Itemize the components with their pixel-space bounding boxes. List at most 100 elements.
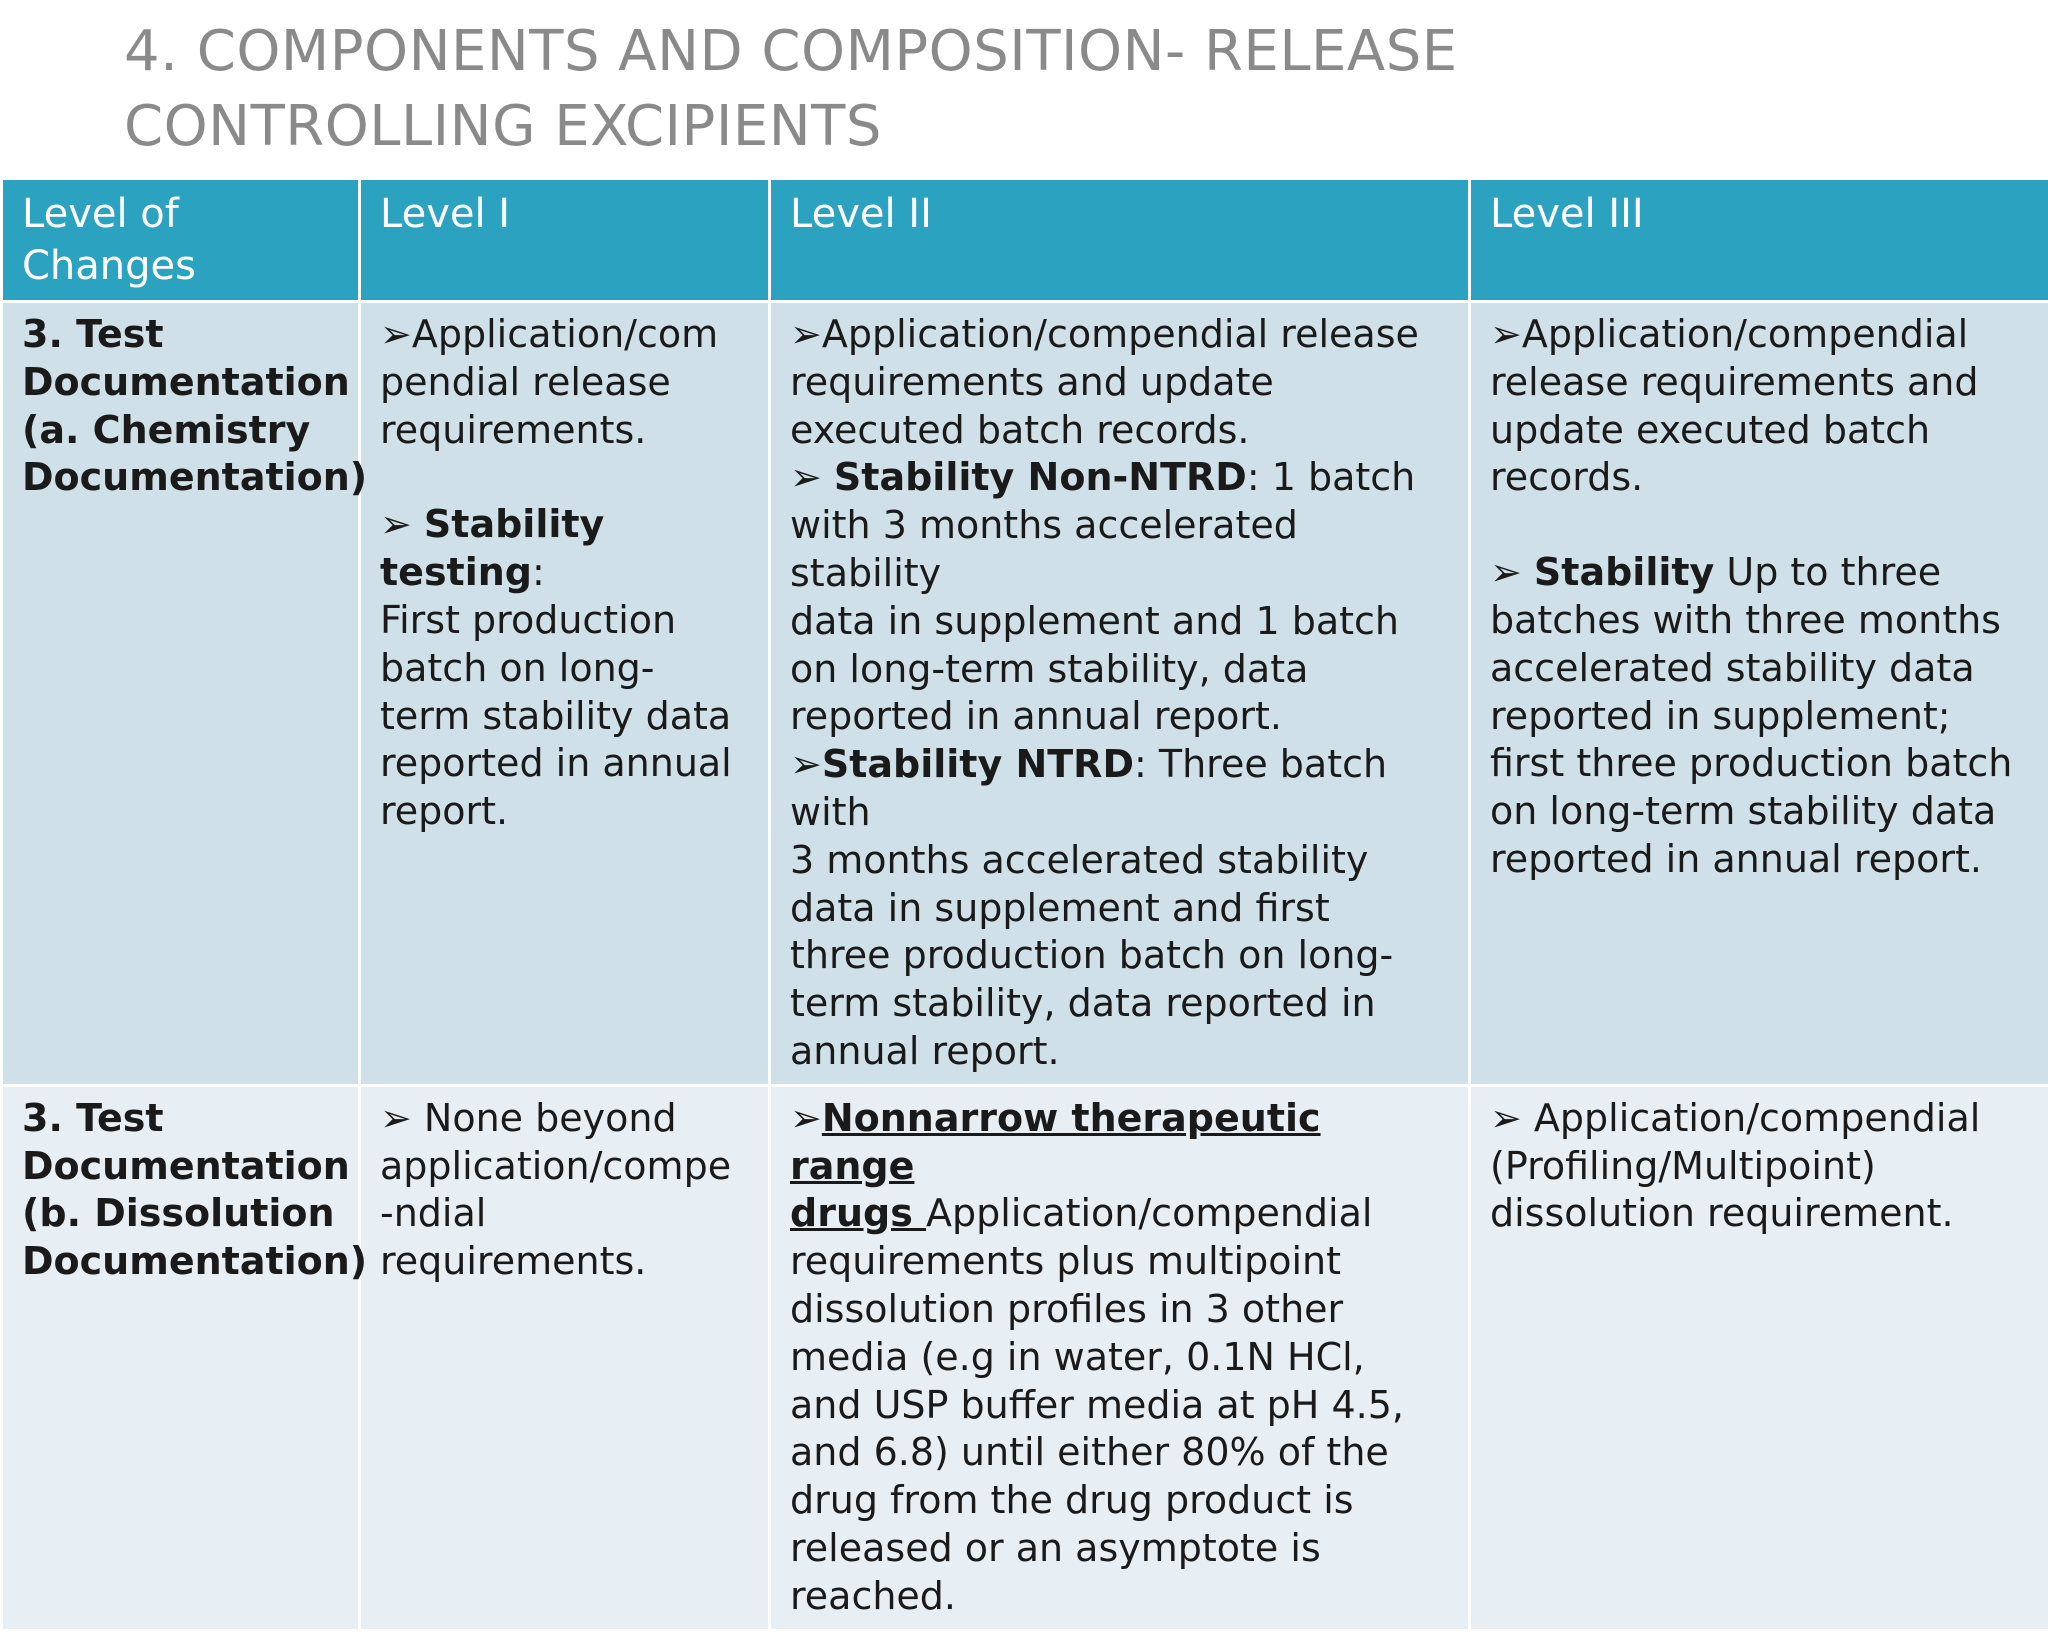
cell-line: media (e.g in water, 0.1N HCl,: [790, 1334, 1456, 1382]
cell-chemistry-level-3: ➢Application/compendial release requirem…: [1470, 302, 2048, 1086]
slide-title-line: 4. COMPONENTS AND COMPOSITION- RELEASE: [124, 14, 2004, 89]
row-label-line: (a. Chemistry: [22, 407, 346, 455]
slide-title: 4. COMPONENTS AND COMPOSITION- RELEASE C…: [124, 14, 2004, 164]
bullet-arrow-icon: ➢: [790, 455, 834, 499]
cell-line: First production: [380, 597, 756, 645]
cell-line: on long-term stability data: [1490, 788, 2036, 836]
cell-line: requirements plus multipoint: [790, 1238, 1456, 1286]
cell-line: update executed batch: [1490, 407, 2036, 455]
cell-line: and USP buffer media at pH 4.5,: [790, 1382, 1456, 1430]
cell-line: and 6.8) until either 80% of the: [790, 1429, 1456, 1477]
table-row: 3. Test Documentation (b. Dissolution Do…: [2, 1085, 2048, 1630]
cell-line: reported in supplement;: [1490, 693, 2036, 741]
cell-line: drug from the drug product is: [790, 1477, 1456, 1525]
bullet-term: Stability NTRD: [822, 742, 1134, 786]
cell-line: on long-term stability, data: [790, 646, 1456, 694]
row-label-chemistry: 3. Test Documentation (a. Chemistry Docu…: [2, 302, 360, 1086]
cell-line: executed batch records.: [790, 407, 1456, 455]
cell-line: accelerated stability data: [1490, 645, 2036, 693]
cell-line: three production batch on long-: [790, 932, 1456, 980]
bullet-arrow-icon: ➢: [1490, 550, 1534, 594]
row-label-line: 3. Test: [22, 311, 346, 359]
header-text: Level II: [790, 188, 1456, 240]
row-label-line: Documentation: [22, 1143, 346, 1191]
bullet-term: Stability: [1534, 550, 1714, 594]
row-label-line: Documentation): [22, 454, 346, 502]
bullet-heading: ➢ Stability Up to three: [1490, 549, 2036, 597]
row-label-line: (b. Dissolution: [22, 1190, 346, 1238]
cell-line: batches with three months: [1490, 597, 2036, 645]
bullet-text: : 1 batch: [1247, 455, 1415, 499]
cell-line: ➢ Application/compendial: [1490, 1095, 2036, 1143]
cell-line: -ndial: [380, 1190, 756, 1238]
cell-line: reached.: [790, 1573, 1456, 1621]
cell-line: batch on long-: [380, 645, 756, 693]
cell-line: records.: [1490, 454, 2036, 502]
cell-dissolution-level-3: ➢ Application/compendial (Profiling/Mult…: [1470, 1085, 2048, 1630]
cell-line: reported in annual report.: [790, 693, 1456, 741]
cell-line: with 3 months accelerated: [790, 502, 1456, 550]
cell-line: annual report.: [790, 1028, 1456, 1076]
bullet-text: Application/compendial: [926, 1191, 1372, 1235]
cell-line: term stability, data reported in: [790, 980, 1456, 1028]
header-level-3: Level III: [1470, 179, 2048, 302]
cell-line: ➢Application/compendial release: [790, 311, 1456, 359]
bullet-arrow-icon: ➢: [790, 1096, 822, 1140]
cell-line: data in supplement and first: [790, 885, 1456, 933]
bullet-heading: ➢Stability NTRD: Three batch with: [790, 741, 1456, 837]
cell-line: application/compe: [380, 1143, 756, 1191]
paragraph-gap: [1490, 502, 2036, 549]
cell-line: reported in annual: [380, 740, 756, 788]
slide-title-line: CONTROLLING EXCIPIENTS: [124, 89, 2004, 164]
bullet-term: Stability Non-NTRD: [834, 455, 1247, 499]
bullet-heading: drugs Application/compendial: [790, 1190, 1456, 1238]
cell-line: stability: [790, 550, 1456, 598]
table-row: 3. Test Documentation (a. Chemistry Docu…: [2, 302, 2048, 1086]
header-level-1: Level I: [360, 179, 770, 302]
bullet-heading: ➢ Stability testing:: [380, 501, 756, 597]
cell-line: data in supplement and 1 batch: [790, 598, 1456, 646]
bullet-arrow-icon: ➢: [790, 742, 822, 786]
row-label-line: Documentation: [22, 359, 346, 407]
cell-chemistry-level-1: ➢Application/com pendial release require…: [360, 302, 770, 1086]
header-text: Level of: [22, 188, 346, 240]
cell-line: term stability data: [380, 693, 756, 741]
cell-line: ➢Application/compendial: [1490, 311, 2036, 359]
bullet-text: Up to three: [1714, 550, 1941, 594]
bullet-heading: ➢ Stability Non-NTRD: 1 batch: [790, 454, 1456, 502]
header-text: Level I: [380, 188, 756, 240]
paragraph-gap: [380, 454, 756, 501]
cell-dissolution-level-2: ➢Nonnarrow therapeutic range drugs Appli…: [770, 1085, 1470, 1630]
cell-dissolution-level-1: ➢ None beyond application/compe -ndial r…: [360, 1085, 770, 1630]
cell-line: released or an asymptote is: [790, 1525, 1456, 1573]
cell-line: requirements.: [380, 407, 756, 455]
cell-line: 3 months accelerated stability: [790, 837, 1456, 885]
cell-line: report.: [380, 788, 756, 836]
bullet-arrow-icon: ➢: [380, 502, 424, 546]
cell-line: requirements and update: [790, 359, 1456, 407]
comparison-table: Level of Changes Level I Level II Level …: [0, 177, 2048, 1632]
row-label-line: Documentation): [22, 1238, 346, 1286]
table-header-row: Level of Changes Level I Level II Level …: [2, 179, 2048, 302]
cell-line: first three production batch: [1490, 740, 2036, 788]
cell-line: reported in annual report.: [1490, 836, 2036, 884]
bullet-text: :: [532, 550, 545, 594]
header-text: Level III: [1490, 188, 2036, 240]
bullet-term: drugs: [790, 1191, 926, 1235]
cell-line: dissolution profiles in 3 other: [790, 1286, 1456, 1334]
cell-line: (Profiling/Multipoint): [1490, 1143, 2036, 1191]
row-label-dissolution: 3. Test Documentation (b. Dissolution Do…: [2, 1085, 360, 1630]
cell-line: pendial release: [380, 359, 756, 407]
header-level-of-changes: Level of Changes: [2, 179, 360, 302]
bullet-term: Nonnarrow therapeutic range: [790, 1096, 1321, 1188]
header-text: Changes: [22, 240, 346, 292]
row-label-line: 3. Test: [22, 1095, 346, 1143]
cell-line: requirements.: [380, 1238, 756, 1286]
cell-line: ➢ None beyond: [380, 1095, 756, 1143]
cell-line: dissolution requirement.: [1490, 1190, 2036, 1238]
cell-line: release requirements and: [1490, 359, 2036, 407]
bullet-heading: ➢Nonnarrow therapeutic range: [790, 1095, 1456, 1191]
cell-chemistry-level-2: ➢Application/compendial release requirem…: [770, 302, 1470, 1086]
cell-line: ➢Application/com: [380, 311, 756, 359]
header-level-2: Level II: [770, 179, 1470, 302]
